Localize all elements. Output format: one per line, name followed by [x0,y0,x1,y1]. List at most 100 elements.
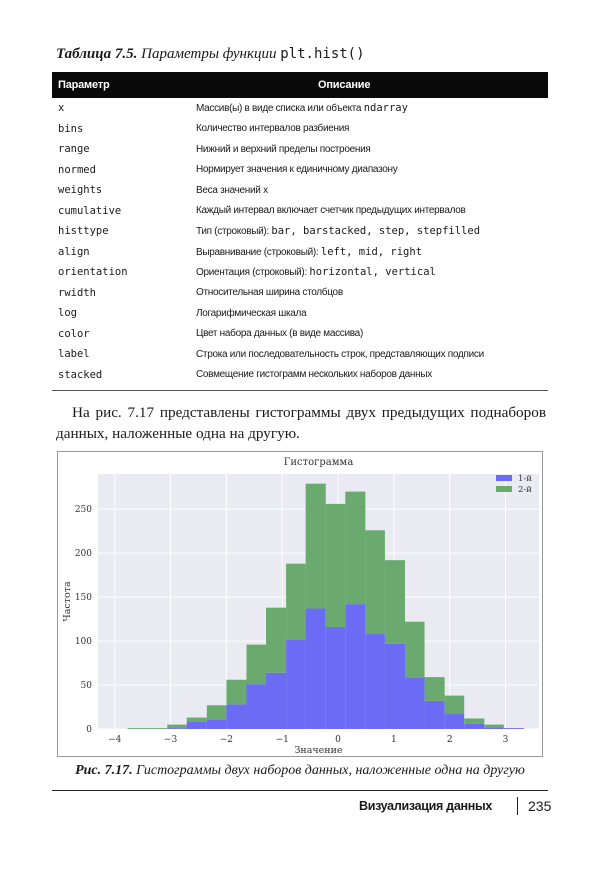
x-tick-label: −2 [220,735,233,745]
parameter-name: bins [58,122,84,135]
table-row: rwidth Относительная ширина столбцов [52,283,548,304]
bar-series-1 [484,727,504,729]
bar-series-1 [503,728,524,729]
bar-series-1 [226,704,247,729]
y-tick-label: 50 [81,681,93,691]
parameter-name: x [58,102,65,115]
bar-series-1 [405,678,425,729]
bar-series-1 [424,700,445,729]
bar-series-1 [345,604,366,729]
table-row: align Выравнивание (строковый): left, mid… [52,242,548,263]
histogram-chart: −4 −3 −2 −1 0 1 2 3 0 50 100 150 200 250 Гистограмма Зн… [62,457,539,756]
legend-label: 1-й [518,474,532,484]
column-header-description: Описание [186,72,548,98]
table-caption-text: Параметры функции [141,46,277,62]
bar-series-2 [246,644,267,685]
parameter-name: log [58,307,77,320]
bar-series-2 [266,607,287,673]
y-tick-label: 0 [86,725,92,735]
parameter-description: Тип (строковый): bar, barstacked, step, … [196,225,481,238]
bar-series-2 [384,560,406,644]
table-caption-code: plt.hist() [280,46,365,62]
bar-series-1 [384,643,406,729]
table-row: label Строка или последовательность строк… [52,344,548,365]
parameter-name: align [58,245,90,258]
table-row: cumulative Каждый интервал включает счетч… [52,201,548,222]
parameter-name: normed [58,163,96,176]
legend-swatch [496,475,512,481]
y-tick-label: 250 [75,505,92,515]
y-axis-label: Частота [62,581,73,622]
x-tick-label: −1 [276,735,289,745]
table-row: x Массив(ы) в виде списка или объекта nda… [52,98,548,119]
bar-series-1 [365,634,385,729]
x-tick-label: 3 [503,735,509,745]
bar-series-2 [464,718,485,724]
parameter-name: range [58,143,90,156]
parameter-name: weights [58,184,103,197]
body-paragraph: На рис. 7.17 представлены гистограммы дв… [56,404,546,442]
bar-series-2 [186,717,207,722]
footer-section-title: Визуализация данных [358,799,492,813]
y-tick-label: 150 [75,593,92,603]
bar-series-2 [127,728,148,729]
bar-series-1 [186,721,207,729]
table-row: histtype Тип (строковый): bar, barstacked… [52,221,548,242]
bar-series-2 [484,724,504,728]
table-caption: Таблица 7.5. Параметры функции plt.hist(… [56,46,365,63]
bar-series-1 [266,672,287,729]
table-row: weights Веса значений x [52,180,548,201]
bar-series-2 [444,695,465,715]
table-row: orientation Ориентация (строковый): horiz… [52,262,548,283]
figure-histogram: −4 −3 −2 −1 0 1 2 3 0 50 100 150 200 250 Гистограмма Зн… [57,451,543,757]
parameter-description: Количество интервалов разбиения [196,123,350,135]
page-number: 235 [528,798,552,814]
table-row: normed Нормирует значения к единичному ди… [52,160,548,181]
bar-series-2 [365,530,385,635]
footer-rule [52,790,548,791]
x-tick-label: 0 [335,735,341,745]
parameter-description: Выравнивание (строковый): left, mid, rig… [196,245,423,258]
parameter-description: Ориентация (строковый): horizontal, vert… [196,266,436,279]
legend-swatch [496,486,512,492]
parameter-description: Строка или последовательность строк, пре… [196,348,484,360]
bar-series-2 [325,503,346,627]
footer-separator [517,797,518,815]
figure-caption-prefix: Рис. 7.17. [75,763,133,778]
parameter-description: Массив(ы) в виде списка или объекта ndar… [196,102,408,115]
parameter-description: Каждый интервал включает счетчик предыду… [196,205,466,217]
bar-series-1 [206,719,227,729]
parameter-name: orientation [58,266,128,279]
table-body: x Массив(ы) в виде списка или объекта nda… [52,98,548,385]
parameter-name: stacked [58,368,103,381]
table-row: color Цвет набора данных (в виде массива) [52,324,548,345]
parameter-description: Логарифмическая шкала [196,307,307,319]
table-header-row: Параметр Описание [52,72,548,98]
figure-caption: Рис. 7.17. Гистограммы двух наборов данн… [0,763,600,779]
bar-series-2 [226,679,247,705]
parameter-description: Относительная ширина столбцов [196,287,343,299]
parameter-name: rwidth [58,286,96,299]
x-tick-label: 1 [391,735,397,745]
bar-series-1 [325,627,346,729]
parameter-name: cumulative [58,204,122,217]
bar-series-1 [444,714,465,729]
bar-series-2 [405,621,425,678]
chart-title: Гистограмма [284,457,354,468]
x-tick-label: −3 [164,735,178,745]
legend-label: 2-й [518,485,532,495]
x-tick-label: 2 [447,735,453,745]
figure-caption-text: Гистограммы двух наборов данных, наложен… [136,763,525,778]
bar-series-1 [464,723,485,729]
bar-series-2 [206,705,227,720]
table-row: bins Количество интервалов разбиения [52,119,548,140]
parameter-name: histtype [58,225,109,238]
parameter-description: Нижний и верхний пределы построения [196,143,371,155]
table-caption-prefix: Таблица 7.5. [56,46,138,62]
bar-series-2 [147,728,168,729]
x-tick-label: −4 [108,735,122,745]
table-bottom-rule [52,390,548,391]
column-header-parameter: Параметр [52,72,186,98]
parameter-description: Цвет набора данных (в виде массива) [196,328,363,340]
bar-series-1 [246,684,267,729]
